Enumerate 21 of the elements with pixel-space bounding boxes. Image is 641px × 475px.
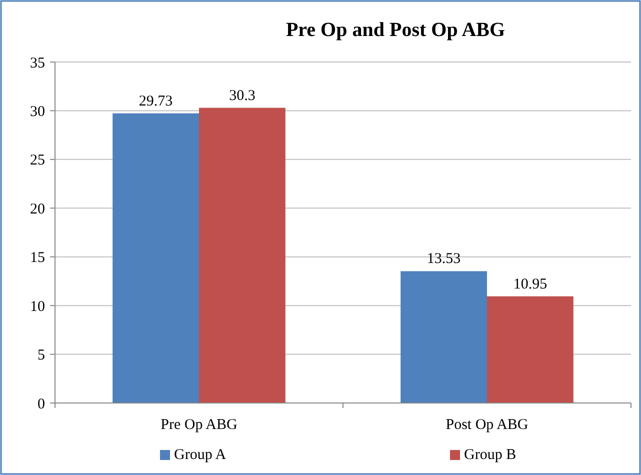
bar bbox=[487, 296, 574, 403]
y-tick-label: 35 bbox=[30, 55, 45, 72]
y-tick-label: 15 bbox=[30, 250, 45, 266]
data-label: 29.73 bbox=[138, 93, 173, 110]
y-tick-label: 0 bbox=[38, 396, 45, 412]
bar bbox=[112, 113, 199, 403]
bar bbox=[400, 271, 487, 403]
y-tick-label: 10 bbox=[30, 298, 45, 315]
chart-title: Pre Op and Post Op ABG bbox=[286, 19, 506, 41]
data-label: 10.95 bbox=[513, 276, 548, 292]
y-tick-label: 5 bbox=[38, 348, 45, 364]
data-label: 13.53 bbox=[426, 251, 461, 268]
data-label: 30.3 bbox=[229, 88, 256, 104]
y-tick-label: 25 bbox=[30, 152, 45, 169]
legend-label: Group B bbox=[464, 447, 516, 463]
y-tick-label: 20 bbox=[30, 201, 45, 218]
legend-label: Group A bbox=[174, 447, 226, 463]
x-tick-label: Post Op ABG bbox=[446, 417, 528, 433]
y-tick-label: 30 bbox=[30, 104, 45, 120]
bar bbox=[199, 108, 286, 403]
x-tick-label: Pre Op ABG bbox=[160, 417, 238, 433]
